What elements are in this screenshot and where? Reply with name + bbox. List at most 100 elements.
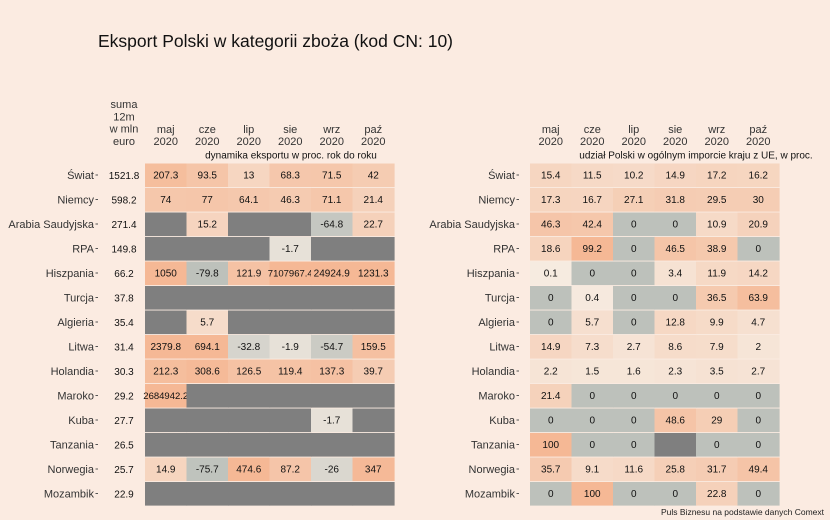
cell-label: 7.3 [585, 342, 599, 353]
cell-label: 31.8 [666, 195, 686, 206]
cell-label: 35.7 [541, 465, 561, 476]
heatmap-cell [311, 408, 354, 433]
cell-label: 10.2 [624, 171, 644, 182]
cell-label: 212.3 [153, 367, 178, 378]
col-header-year: 2020 [663, 136, 687, 148]
cell-label: 18.6 [541, 244, 561, 255]
cell-label: -1.7 [323, 416, 341, 427]
heatmap-cell [269, 384, 312, 408]
cell-label: 100 [542, 440, 559, 451]
heatmap-cell [352, 384, 395, 408]
heatmap-cell [228, 310, 271, 335]
heatmap-cell [311, 457, 354, 482]
heatmap-cell [145, 212, 188, 237]
cell-label: 474.6 [236, 465, 261, 476]
heatmap-cell [571, 359, 614, 384]
col-header-month: paź [749, 124, 767, 136]
heatmap-cell [654, 237, 697, 261]
heatmap-cell [654, 433, 697, 457]
heatmap-cell [571, 457, 614, 482]
row-label: Hiszpania [46, 268, 95, 280]
heatmap-cell [269, 237, 312, 261]
heatmap-cell [613, 261, 656, 286]
sum-value: 35.4 [114, 318, 134, 329]
cell-label: 0 [714, 440, 720, 451]
sum-value: 29.2 [114, 392, 134, 403]
heatmap-cell [186, 408, 229, 433]
heatmap-cell [613, 212, 656, 237]
cell-label: 71.5 [322, 171, 342, 182]
heatmap-cell [228, 188, 271, 212]
heatmap-cell [654, 384, 697, 408]
col-header-year: 2020 [580, 136, 604, 148]
cell-label: 0 [755, 416, 761, 427]
heatmap-cell [530, 457, 573, 482]
cell-label: 16.7 [583, 195, 603, 206]
heatmap-cell [737, 212, 780, 237]
heatmap-cell [530, 286, 573, 310]
heatmap-cell [145, 408, 188, 433]
cell-label: 3.5 [710, 367, 724, 378]
heatmap-cell [654, 335, 697, 359]
heatmap-cell [186, 359, 229, 384]
heatmap-cell [571, 163, 614, 188]
cell-label: 2 [755, 342, 761, 353]
cell-label: 38.9 [707, 244, 727, 255]
heatmap-cell [311, 163, 354, 188]
col-header-month: lip [628, 124, 639, 136]
heatmap-cell [530, 384, 573, 408]
chart-title: Eksport Polski w kategorii zboża (kod CN… [98, 31, 453, 51]
cell-label: 14.9 [156, 465, 176, 476]
heatmap-cell [530, 359, 573, 384]
row-label: Holandia [51, 366, 95, 378]
heatmap-cell [311, 286, 354, 310]
cell-label: 42 [368, 171, 380, 182]
heatmap-cell [269, 457, 312, 482]
cell-label: 48.6 [666, 416, 686, 427]
cell-label: 22.8 [707, 489, 727, 500]
cell-label: 0 [631, 440, 637, 451]
heatmap-cell [311, 482, 354, 506]
heatmap-cell [269, 286, 312, 310]
cell-label: 14.9 [666, 171, 686, 182]
heatmap-cell [228, 163, 271, 188]
cell-label: 22.7 [364, 220, 384, 231]
heatmap-cell [613, 384, 656, 408]
row-label: Turcja [64, 293, 95, 305]
heatmap-cell [737, 433, 780, 457]
heatmap-cell [737, 384, 780, 408]
heatmap-cell [654, 163, 697, 188]
row-label: Algieria [478, 317, 516, 329]
heatmap-cell [654, 359, 697, 384]
cell-label: 42.4 [583, 220, 603, 231]
cell-label: 63.9 [749, 293, 769, 304]
col-header-year: 2020 [195, 136, 219, 148]
heatmap-cell [311, 261, 354, 286]
heatmap-cell [186, 384, 229, 408]
cell-label: 15.2 [198, 220, 218, 231]
heatmap-cell [145, 359, 188, 384]
heatmap-cell [654, 286, 697, 310]
row-label: RPA [493, 244, 515, 256]
cell-label: 207.3 [153, 171, 178, 182]
heatmap-cell [145, 261, 188, 286]
cell-label: 49.4 [749, 465, 769, 476]
heatmap-cell [696, 335, 739, 359]
sum-value: 25.7 [114, 465, 134, 476]
row-label: Maroko [57, 391, 94, 403]
cell-label: -1.7 [282, 244, 300, 255]
heatmap-cell [696, 408, 739, 433]
heatmap-cell [352, 188, 395, 212]
col-header-year: 2020 [320, 136, 344, 148]
cell-label: 2.2 [544, 367, 558, 378]
heatmap-cell [654, 261, 697, 286]
cell-label: 14.2 [749, 269, 769, 280]
heatmap-cell [530, 408, 573, 433]
heatmap-cell [737, 335, 780, 359]
heatmap-cell [654, 310, 697, 335]
row-label: Kuba [68, 415, 95, 427]
cell-label: -75.7 [196, 465, 219, 476]
col-header-year: 2020 [746, 136, 770, 148]
heatmap-cell [530, 188, 573, 212]
sum-value: 22.9 [114, 490, 134, 501]
